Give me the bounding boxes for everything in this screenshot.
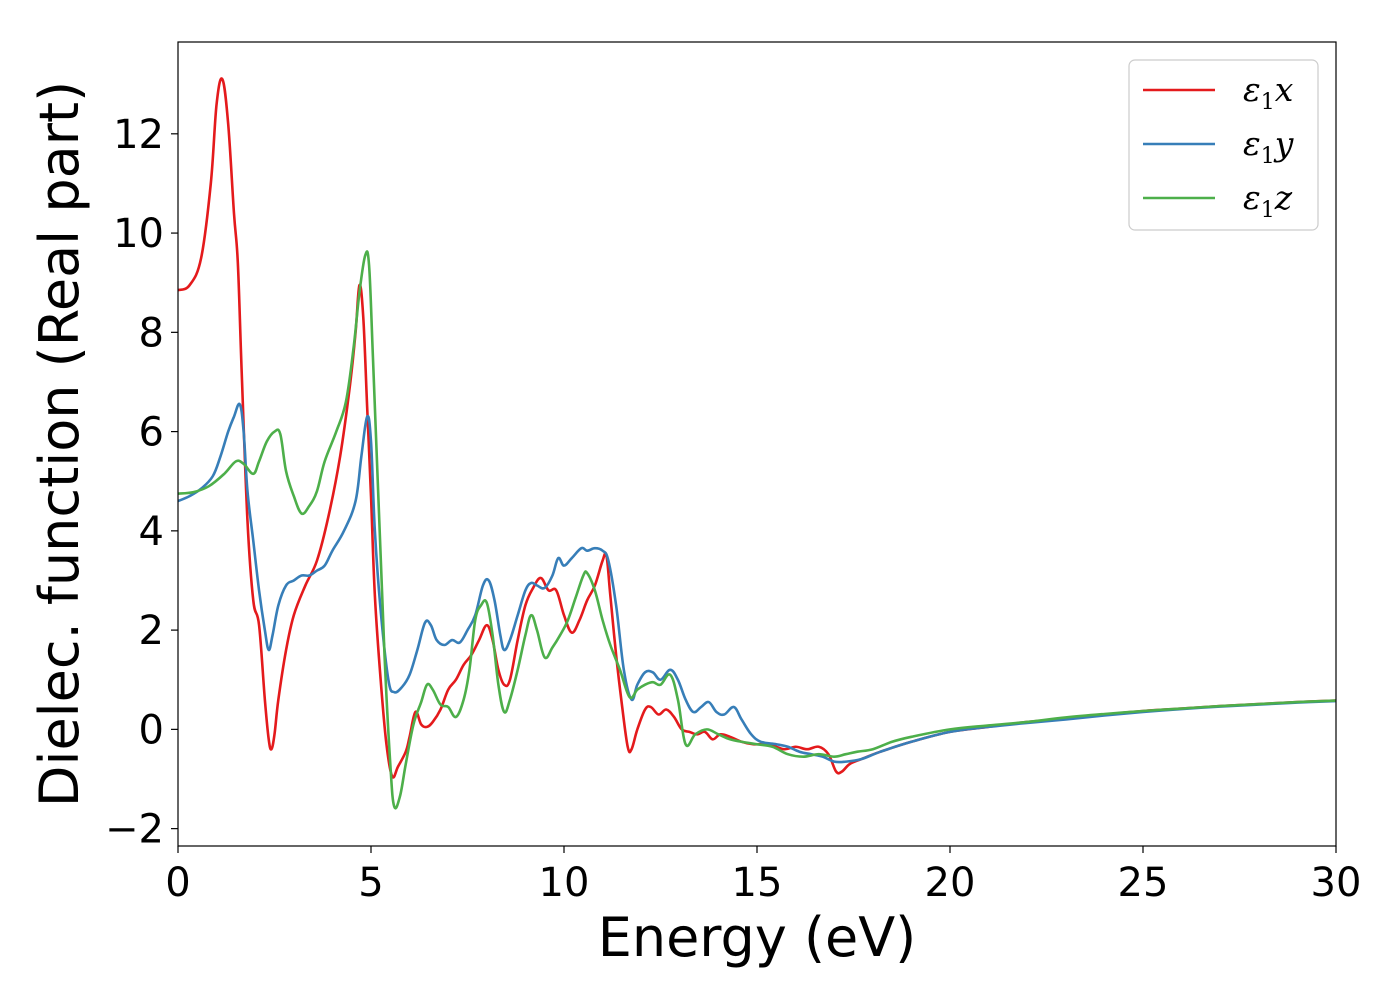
y-tick-label: 4 [139,509,164,555]
legend-suffix: x [1275,70,1294,109]
legend-box [1128,59,1319,231]
y-axis-label: Dielec. function (Real part) [28,81,91,807]
legend-subscript: 1 [1261,198,1275,223]
y-tick-label: 8 [139,310,164,356]
series-line-x [178,77,1336,779]
legend-label-y: ε1y [1243,124,1294,169]
legend-label-x: ε1x [1243,70,1294,115]
legend-suffix: z [1274,178,1293,217]
legend-suffix: y [1273,124,1294,163]
y-tick-label: 12 [113,112,164,158]
y-tick-label: −2 [105,807,164,853]
x-tick-label: 25 [1118,860,1169,906]
y-tick-label: 2 [139,608,164,654]
legend-subscript: 1 [1261,144,1275,169]
legend-symbol: ε [1243,70,1261,109]
x-axis: 0 5 10 15 20 25 30 [165,846,1361,906]
x-tick-label: 0 [165,860,190,906]
y-tick-label: 0 [139,707,164,753]
series-line-z [178,250,1336,810]
legend-label-z: ε1z [1243,178,1293,223]
legend-symbol: ε [1243,178,1261,217]
y-axis: −2 0 2 4 6 8 10 12 [105,112,178,853]
series-layer [178,77,1336,810]
series-line-y [178,402,1336,764]
legend-symbol: ε [1243,124,1261,163]
x-tick-label: 30 [1311,860,1362,906]
y-tick-label: 10 [113,211,164,257]
x-tick-label: 15 [732,860,783,906]
x-tick-label: 20 [925,860,976,906]
x-tick-label: 10 [539,860,590,906]
legend-subscript: 1 [1261,90,1275,115]
x-axis-label: Energy (eV) [598,906,917,969]
x-tick-label: 5 [358,860,383,906]
y-tick-label: 6 [139,410,164,456]
